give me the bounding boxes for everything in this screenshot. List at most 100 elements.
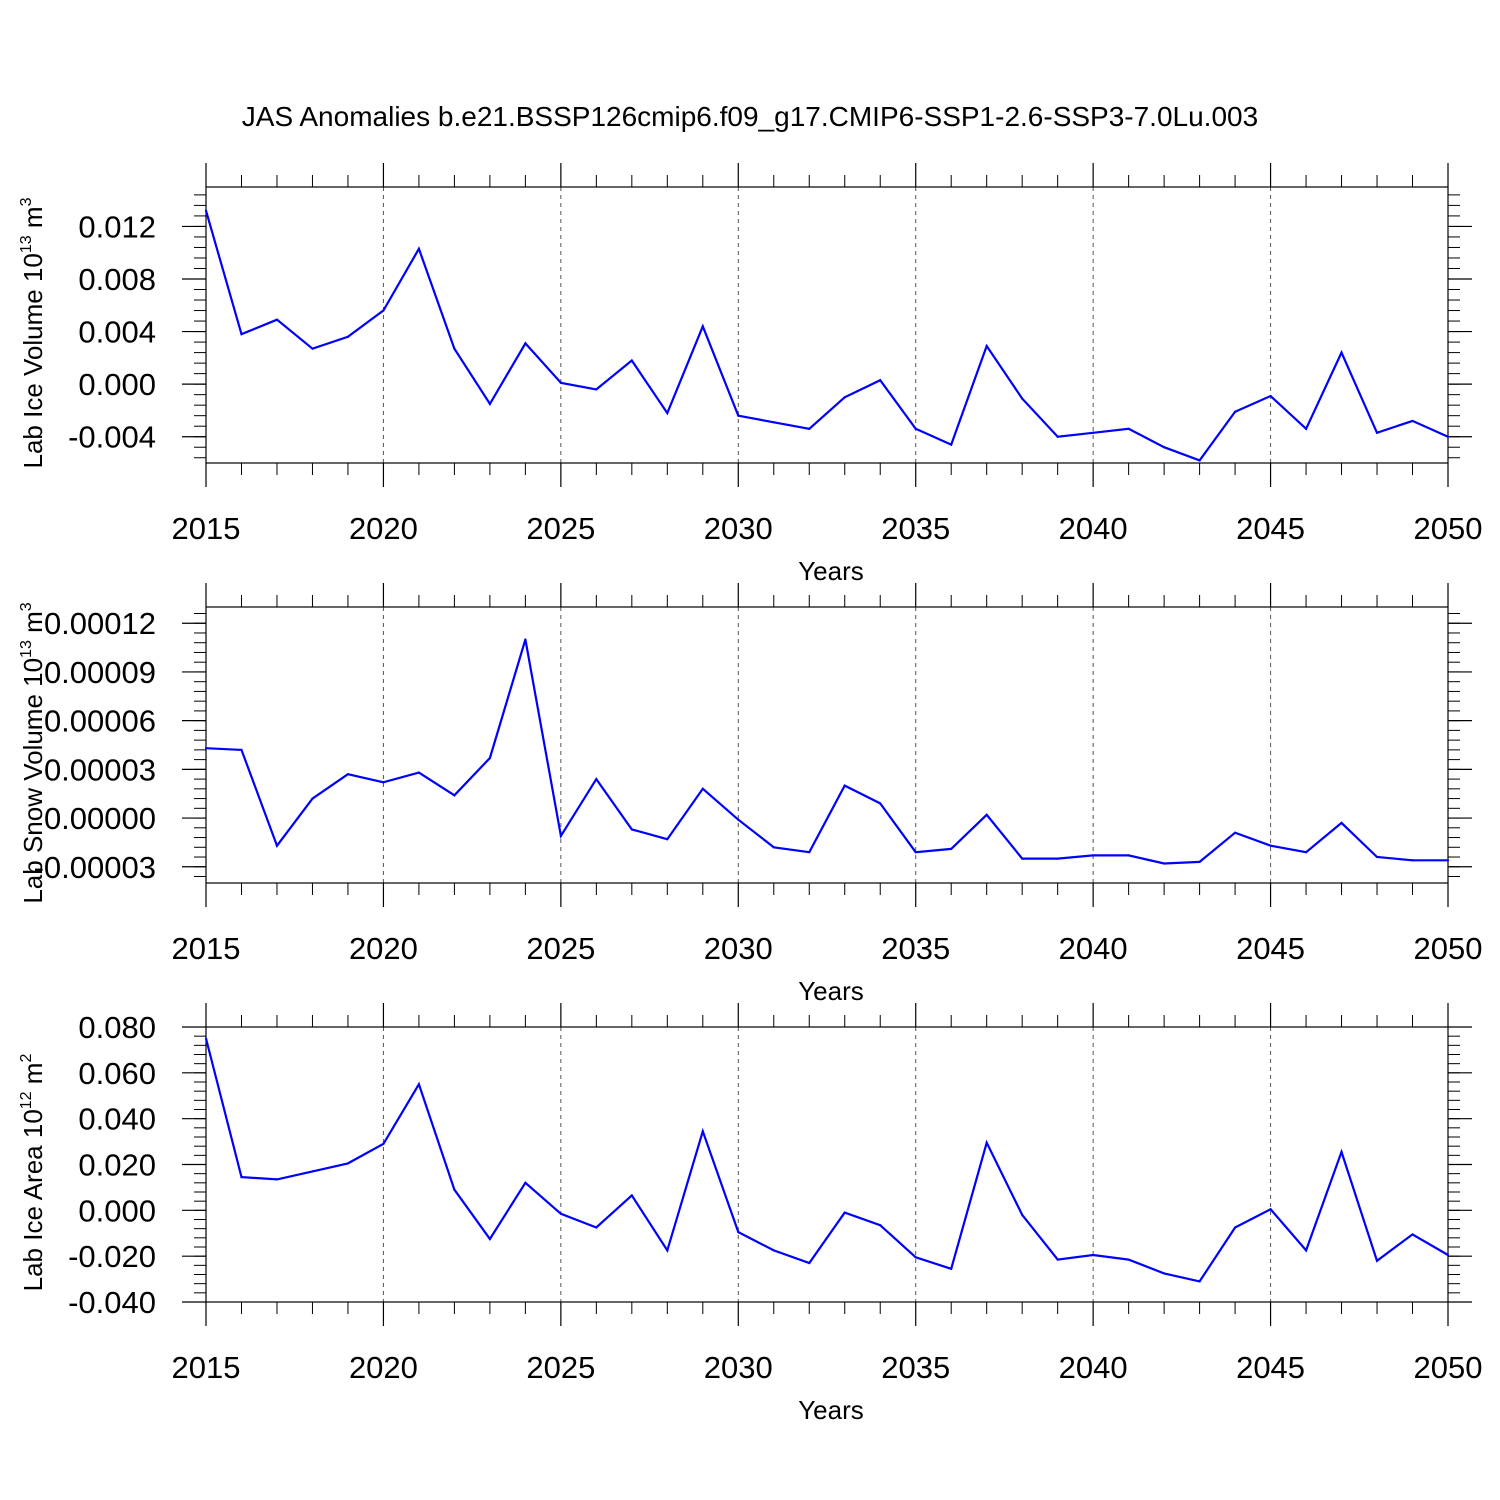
data-point	[1233, 1226, 1237, 1229]
x-tick-label: 2045	[1236, 1350, 1305, 1385]
x-tick-label: 2035	[881, 511, 950, 546]
data-point	[1021, 857, 1024, 860]
x-tick-label: 2030	[704, 1350, 773, 1385]
data-point	[1056, 857, 1059, 860]
data-point	[595, 1226, 598, 1229]
data-point	[843, 396, 846, 399]
data-point	[666, 411, 669, 415]
data-point	[453, 794, 456, 797]
y-tick-label: 0.060	[78, 1056, 156, 1091]
data-point	[1269, 394, 1272, 398]
data-point	[204, 1037, 208, 1040]
data-point	[1446, 1253, 1450, 1257]
plot-frame	[205, 606, 1449, 884]
x-tick-label: 2020	[349, 1350, 418, 1385]
data-point	[275, 844, 279, 847]
y-tick-label: 0.040	[78, 1102, 156, 1137]
series-line	[204, 210, 1449, 462]
data-point	[1163, 446, 1166, 449]
x-tick-label: 2025	[526, 1350, 595, 1385]
data-point	[417, 1083, 421, 1086]
data-point	[772, 846, 775, 849]
data-point	[950, 847, 953, 851]
data-point	[275, 318, 279, 321]
data-point	[346, 1162, 350, 1165]
data-point	[808, 1261, 811, 1265]
data-point	[985, 344, 988, 348]
data-point	[1021, 1213, 1024, 1217]
data-point	[630, 359, 633, 362]
data-point	[879, 802, 882, 805]
x-tick-label: 2050	[1414, 511, 1483, 546]
x-tick-label: 2035	[881, 1350, 950, 1385]
x-tick-label: 2050	[1414, 1350, 1483, 1385]
data-point	[772, 421, 775, 424]
data-point	[1411, 1233, 1414, 1236]
data-point	[1269, 1208, 1272, 1211]
x-tick-label: 2025	[526, 511, 595, 546]
data-point	[879, 379, 882, 382]
data-point	[1304, 1249, 1308, 1252]
y-tick-label: 0.012	[78, 209, 156, 244]
x-tick-label: 2020	[349, 511, 418, 546]
data-point	[1340, 1150, 1343, 1153]
data-point	[1021, 397, 1024, 400]
data-point	[1340, 351, 1343, 354]
data-point	[1375, 855, 1379, 859]
data-point	[382, 1142, 385, 1145]
data-point	[950, 1267, 953, 1270]
data-point	[1056, 1258, 1059, 1261]
data-point	[240, 1176, 243, 1179]
data-point	[843, 784, 846, 787]
data-point	[701, 1130, 704, 1133]
data-point	[453, 1188, 456, 1191]
data-point	[1056, 435, 1059, 438]
data-point	[240, 333, 243, 336]
data-point	[559, 1212, 562, 1215]
y-tick-label: 0.00009	[44, 655, 156, 690]
data-point	[311, 1170, 314, 1173]
data-point	[275, 1178, 279, 1181]
y-tick-label: 0.00000	[44, 801, 156, 836]
x-tick-label: 2015	[172, 1350, 241, 1385]
data-point	[1092, 854, 1095, 857]
data-point	[1411, 419, 1414, 423]
data-point	[1446, 435, 1450, 438]
series-line	[205, 639, 1448, 865]
data-point	[737, 1231, 740, 1234]
y-tick-label: -0.040	[68, 1285, 156, 1320]
x-tick-label: 2035	[881, 931, 950, 966]
data-point	[1411, 859, 1414, 862]
y-tick-label: 0.080	[78, 1010, 156, 1045]
x-axis-label: Years	[798, 556, 864, 586]
data-point	[1127, 854, 1130, 857]
data-point	[524, 638, 527, 641]
panel-1: -0.004 0.000 0.004 0.008 0.012 2015 2020 2025 20…	[18, 163, 1482, 586]
panel-2: -0.00003 0.00000 0.00003 0.00006 0.00009 0.00…	[18, 583, 1482, 1006]
data-point	[346, 773, 350, 776]
y-tick-label: -0.00003	[34, 850, 156, 885]
data-point	[346, 335, 350, 338]
x-tick-label: 2040	[1059, 511, 1128, 546]
panel-3: -0.040 -0.020 0.000 0.020 0.040 0.060 0.080 201…	[18, 1003, 1482, 1425]
data-point	[808, 427, 811, 430]
x-tick-label: 2020	[349, 931, 418, 966]
data-point	[524, 342, 527, 345]
data-point	[985, 1141, 988, 1144]
x-tick-label: 2040	[1059, 1350, 1128, 1385]
data-point	[808, 851, 811, 854]
y-axis-label: Lab Ice Volume 1013 m3	[18, 197, 48, 468]
data-point	[559, 381, 562, 384]
x-tick-label: 2045	[1236, 931, 1305, 966]
data-point	[1446, 859, 1450, 862]
data-point	[417, 247, 421, 250]
y-tick-label: 0.020	[78, 1148, 156, 1183]
y-tick-label: 0.008	[78, 262, 156, 297]
chart-title: JAS Anomalies b.e21.BSSP126cmip6.f09_g17…	[242, 101, 1258, 132]
data-point	[772, 1249, 775, 1252]
data-point	[1198, 459, 1201, 462]
data-point	[1092, 1253, 1095, 1257]
data-point	[843, 1211, 846, 1214]
data-point	[204, 209, 208, 212]
